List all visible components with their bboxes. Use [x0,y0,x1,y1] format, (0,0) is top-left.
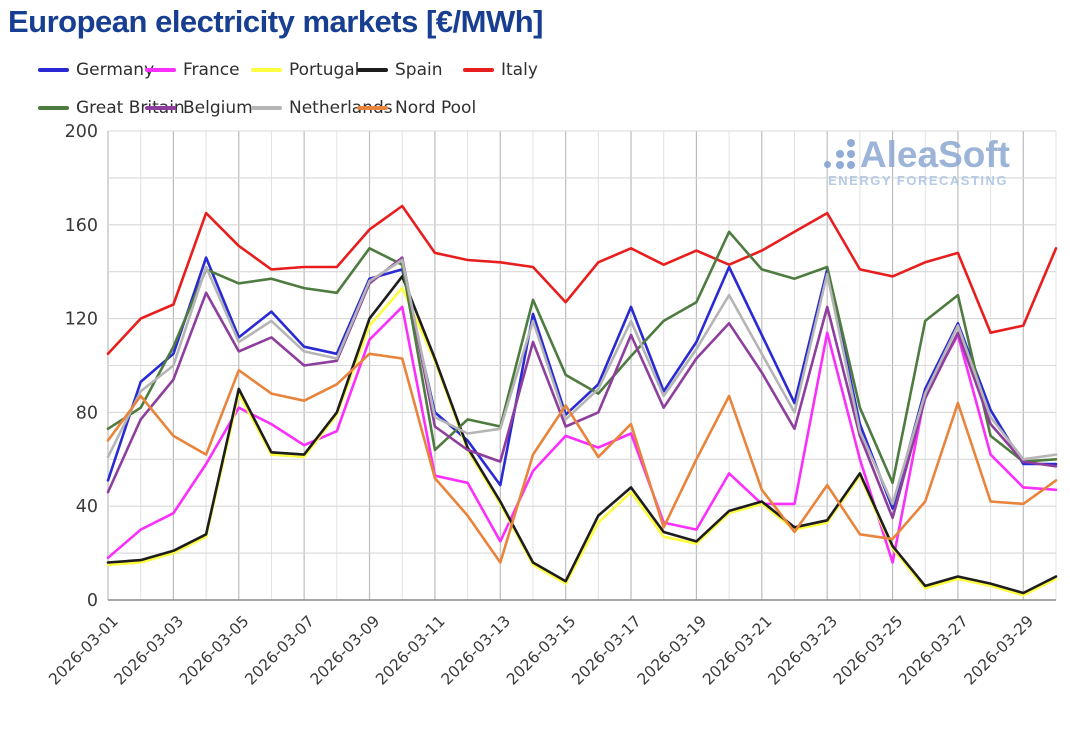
x-tick-label: 2026-03-25 [830,612,906,688]
legend-label-great-britain: Great Britain [76,98,185,118]
legend-label-germany: Germany [76,60,155,80]
y-tick-label: 200 [65,122,98,142]
legend-swatch-germany [38,68,69,72]
y-tick-label: 80 [76,403,98,423]
legend-swatch-great-britain [38,106,69,110]
legend-label-nord-pool: Nord Pool [395,98,477,118]
legend-item-germany: Germany [38,60,154,80]
x-tick-label: 2026-03-09 [307,612,383,688]
legend-swatch-italy [463,68,494,72]
x-tick-label: 2026-03-17 [568,612,644,688]
chart-title: European electricity markets [€/MWh] [8,4,544,39]
series-line-belgium [106,256,1058,520]
x-tick-label: 2026-03-13 [438,612,514,688]
aleasoft-logo: AleaSoft ENERGY FORECASTING [768,134,1010,189]
legend-label-italy: Italy [501,60,538,80]
legend-label-portugal: Portugal [289,60,360,80]
legend-label-france: France [183,60,240,80]
legend-item-france: France [145,60,240,80]
x-tick-label: 2026-03-19 [634,612,710,688]
x-tick-label: 2026-03-27 [895,612,971,688]
legend-item-portugal: Portugal [251,60,359,80]
x-tick-label: 2026-03-07 [242,612,318,688]
series-line-great-britain [106,230,1058,485]
y-tick-label: 120 [65,310,98,330]
legend-swatch-netherlands [251,106,282,110]
legend-item-nord-pool: Nord Pool [357,98,476,118]
series-line-italy [106,204,1058,356]
y-tick-label: 0 [87,591,98,611]
x-tick-label: 2026-03-21 [699,612,775,688]
series-line-netherlands [106,258,1058,506]
y-tick-label: 160 [65,216,98,236]
legend-swatch-france [145,68,176,72]
x-axis-labels: 2026-03-012026-03-032026-03-052026-03-07… [45,612,1037,688]
legend-swatch-belgium [145,106,176,110]
series-line-nord-pool [106,352,1058,564]
x-tick-label: 2026-03-03 [111,612,187,688]
legend-label-netherlands: Netherlands [289,98,393,118]
legend-swatch-portugal [251,68,282,72]
logo-dots-icon [823,139,858,171]
legend-label-belgium: Belgium [183,98,253,118]
logo-wordmark: AleaSoft [859,134,1010,175]
y-axis-labels: 0 40 80 120 160 200 [65,122,98,611]
x-tick-label: 2026-03-05 [176,612,252,688]
legend-item-netherlands: Netherlands [251,98,393,118]
legend-item-italy: Italy [463,60,538,80]
legend-label-spain: Spain [395,60,443,80]
legend: Germany France Portugal Spain Italy Great Bri… [0,0,1070,130]
logo-tagline: ENERGY FORECASTING [828,173,1008,189]
x-tick-label: 2026-03-23 [765,612,841,688]
x-tick-label: 2026-03-15 [503,612,579,688]
x-tick-label: 2026-03-01 [45,612,121,688]
legend-swatch-spain [357,68,388,72]
y-tick-label: 40 [76,497,98,517]
legend-swatch-nord-pool [357,106,388,110]
series-line-spain [106,275,1058,595]
grid-lines [107,130,1057,601]
legend-item-spain: Spain [357,60,443,80]
legend-item-belgium: Belgium [145,98,253,118]
series-lines [106,204,1058,597]
x-tick-label: 2026-03-29 [961,612,1037,688]
x-tick-label: 2026-03-11 [372,612,448,688]
legend-item-great-britain: Great Britain [38,98,185,118]
